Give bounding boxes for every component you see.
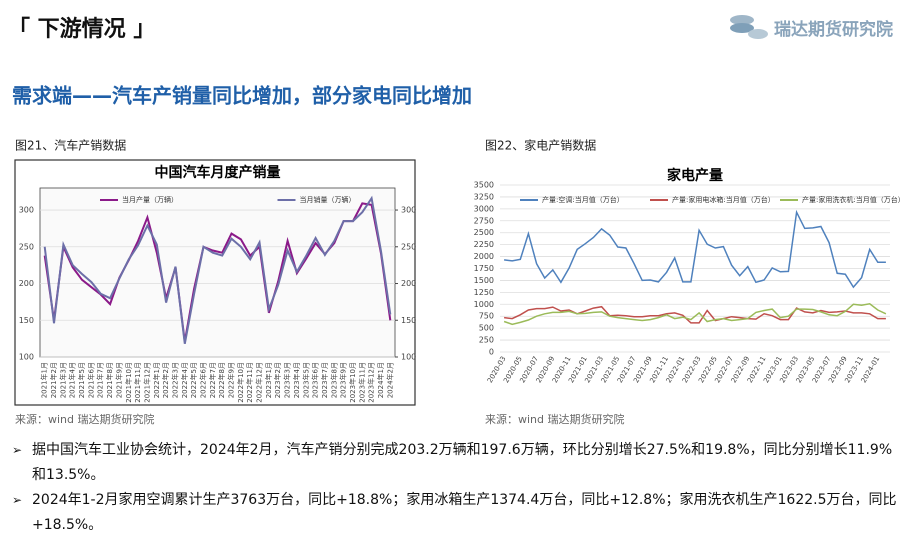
y2-tick-label: 100 (401, 353, 416, 362)
figure-caption: 图21、汽车产销数据 (15, 138, 126, 153)
series-line (504, 209, 886, 289)
x-tick-label: 2023年8月 (329, 362, 338, 398)
x-tick-label: 2021年4月 (68, 362, 77, 398)
x-tick-label: 2021年11月 (133, 362, 142, 403)
x-tick-label: 2021年2月 (49, 362, 58, 398)
x-tick-label: 2022年7月 (208, 362, 217, 398)
x-tick-label: 2023年10月 (348, 362, 357, 403)
x-tick-label: 2023年2月 (273, 362, 282, 398)
x-tick-label: 2021年1月 (40, 362, 49, 398)
y-tick-label: 750 (479, 312, 494, 321)
y-tick-label: 3250 (474, 192, 494, 201)
x-tick-label: 2021年10月 (124, 362, 133, 403)
x-tick-label: 2023年9月 (339, 362, 348, 398)
x-tick-label: 2022年9月 (227, 362, 236, 398)
legend-label: 产量:空调:当月值（万台） (542, 195, 624, 204)
x-tick-label: 2021年5月 (77, 362, 86, 398)
figure-caption: 图22、家电产销数据 (485, 138, 596, 153)
x-tick-label: 2021年12月 (142, 362, 151, 403)
x-tick-label: 2023年3月 (283, 362, 292, 398)
legend-label: 产量:家用洗衣机:当月值（万台） (802, 195, 900, 204)
x-tick-label: 2022年5月 (189, 362, 198, 398)
y-tick-label: 1500 (474, 276, 494, 285)
y-tick-label: 1750 (474, 264, 494, 273)
y2-tick-label: 250 (401, 242, 416, 251)
y2-tick-label: 300 (401, 206, 416, 215)
logo-coin (730, 23, 754, 33)
x-tick-label: 2022年11月 (245, 362, 254, 403)
y-tick-label: 0 (489, 348, 494, 357)
y-tick-label: 500 (479, 324, 494, 333)
x-tick-label: 2022年2月 (161, 362, 170, 398)
logo-text: 瑞达期货研究院 (774, 19, 893, 40)
chart-title: 中国汽车月度产销量 (155, 164, 281, 181)
x-tick-label: 2023年4月 (292, 362, 301, 398)
legend-label: 当月产量（万辆） (122, 195, 178, 204)
x-tick-label: 2023年6月 (311, 362, 320, 398)
x-tick-label: 2022年8月 (217, 362, 226, 398)
figure-source: 来源：wind 瑞达期货研究院 (15, 412, 155, 426)
x-tick-label: 2023年11月 (357, 362, 366, 403)
chart-title: 家电产量 (667, 167, 723, 184)
y-tick-label: 1250 (474, 288, 494, 297)
y-tick-label: 300 (19, 206, 34, 215)
section-title: 需求端——汽车产销量同比增加，部分家电同比增加 (12, 84, 472, 108)
legend-label: 当月销量（万辆） (300, 195, 356, 204)
header-title: 「 下游情况 」 (8, 16, 155, 42)
logo: 瑞达期货研究院 (730, 15, 893, 40)
y-tick-label: 250 (479, 336, 494, 345)
y-tick-label: 1000 (474, 300, 494, 309)
y2-tick-label: 200 (401, 279, 416, 288)
x-tick-label: 2022年1月 (152, 362, 161, 398)
y-tick-label: 2000 (474, 252, 494, 261)
x-tick-label: 2021年8月 (105, 362, 114, 398)
y-tick-label: 200 (19, 279, 34, 288)
x-tick-label: 2022年10月 (236, 362, 245, 403)
plot-frame (39, 187, 396, 358)
x-tick-label: 2022年4月 (180, 362, 189, 398)
x-tick-label: 2024年2月 (385, 362, 394, 398)
logo-coin (748, 29, 768, 39)
y-tick-label: 3000 (474, 204, 494, 213)
x-tick-label: 2021年6月 (86, 362, 95, 398)
bullet: 2024年1-2月家用空调累计生产3763万台，同比+18.8%；家用冰箱生产1… (12, 488, 897, 536)
series-line (43, 195, 392, 344)
x-tick-label: 2021年7月 (96, 362, 105, 398)
x-tick-label: 2022年12月 (255, 362, 264, 403)
series-line (503, 303, 887, 326)
x-tick-label: 2023年7月 (320, 362, 329, 398)
y-tick-label: 2750 (474, 216, 494, 225)
y-tick-label: 100 (19, 353, 34, 362)
x-tick-label: 2023年5月 (301, 362, 310, 398)
y-tick-label: 3500 (474, 181, 494, 190)
figure-source: 来源：wind 瑞达期货研究院 (485, 412, 625, 426)
x-tick-label: 2022年3月 (170, 362, 179, 398)
y-tick-label: 250 (19, 242, 34, 251)
y-tick-label: 150 (19, 316, 34, 325)
y-tick-label: 2500 (474, 228, 494, 237)
x-tick-label: 2024年1月 (376, 362, 385, 398)
y2-tick-label: 150 (401, 316, 416, 325)
series-line (504, 305, 886, 324)
y-tick-label: 2250 (474, 240, 494, 249)
x-tick-label: 2023年12月 (367, 362, 376, 403)
legend-label: 产量:家用电冰箱:当月值（万台） (672, 195, 775, 204)
bullet: 据中国汽车工业协会统计，2024年2月，汽车产销分别完成203.2万辆和197.… (12, 438, 897, 488)
logo-coin (730, 15, 754, 25)
x-tick-label: 2021年9月 (114, 362, 123, 398)
x-tick-label: 2022年6月 (198, 362, 207, 398)
x-tick-label: 2023年1月 (264, 362, 273, 398)
x-tick-label: 2021年3月 (58, 362, 67, 398)
